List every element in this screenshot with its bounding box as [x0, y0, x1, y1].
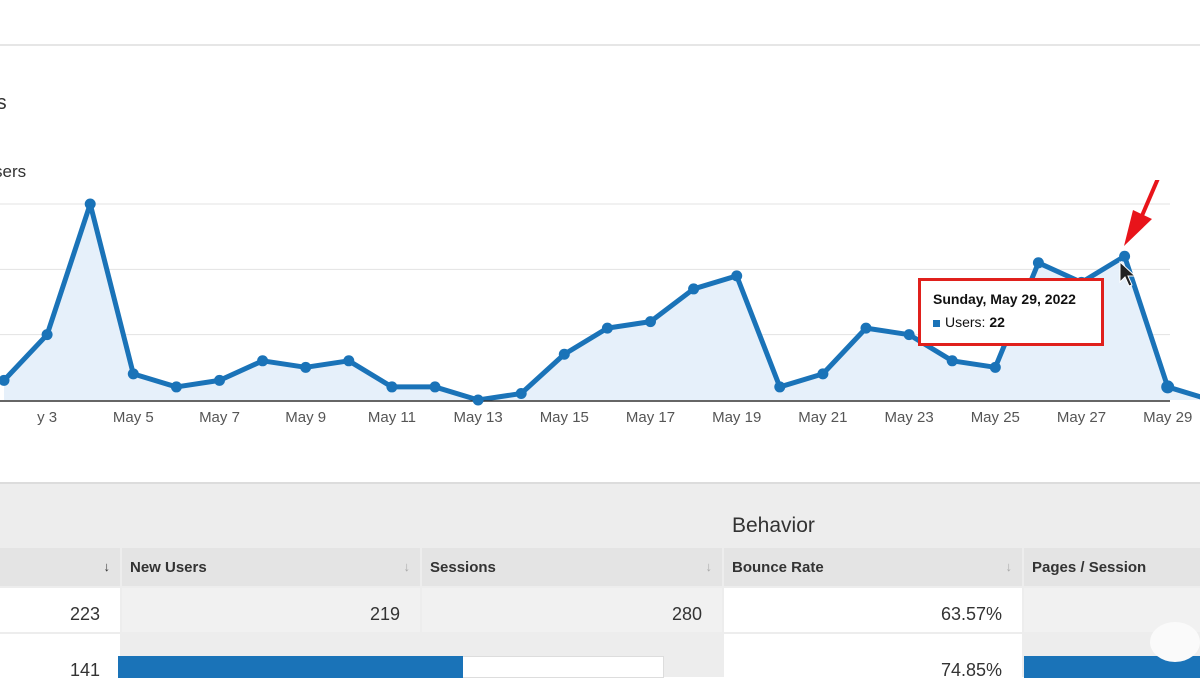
column-header-label: Bounce Rate	[732, 559, 824, 576]
row-users-cell: 141	[0, 634, 120, 680]
series-swatch-icon	[933, 319, 940, 327]
x-tick-label: y 3	[37, 409, 57, 426]
x-tick-label: May 17	[626, 409, 675, 426]
data-point-may-10[interactable]	[343, 355, 355, 367]
data-point-may-26[interactable]	[1032, 257, 1044, 269]
data-point-may-3[interactable]	[41, 329, 53, 341]
tooltip-metric-label: Users:	[945, 314, 986, 330]
sort-icon[interactable]: ↓	[1005, 559, 1013, 574]
x-tick-label: May 21	[798, 409, 847, 426]
x-tick-label: May 11	[368, 409, 416, 426]
data-point-may-13[interactable]	[472, 394, 484, 406]
x-tick-label: May 7	[199, 409, 240, 426]
x-tick-label: May 25	[971, 409, 1020, 426]
total-sessions-cell: 280	[422, 588, 722, 632]
top-bar	[0, 0, 1200, 46]
total-users-cell: 223	[0, 588, 120, 632]
data-point-may-4[interactable]	[84, 198, 96, 210]
x-tick-label: May 5	[113, 409, 154, 426]
column-header-users[interactable]: ↓	[0, 548, 120, 586]
total-bounce-rate-cell: 63.57%	[724, 588, 1022, 632]
data-point-may-11[interactable]	[386, 381, 398, 393]
mouse-cursor-icon	[1119, 260, 1137, 287]
x-tick-label: May 23	[884, 409, 933, 426]
data-point-may-14[interactable]	[515, 387, 527, 399]
image-smudge	[1150, 622, 1200, 662]
column-header-label: New Users	[130, 559, 207, 576]
column-header-label: Pages / Session	[1032, 559, 1147, 576]
data-point-may-5[interactable]	[127, 368, 139, 380]
x-tick-label: May 15	[540, 409, 589, 426]
data-points	[0, 198, 1175, 406]
data-point-may-7[interactable]	[214, 374, 225, 386]
x-tick-label: May 27	[1057, 409, 1106, 426]
x-tick-label: May 29	[1143, 409, 1192, 426]
data-point-may-25[interactable]	[989, 361, 1001, 373]
row-bounce-rate-cell: 74.85%	[724, 634, 1022, 680]
new-users-bar	[118, 656, 463, 678]
x-tick-label: May 13	[453, 409, 502, 426]
data-point-may-24[interactable]	[946, 355, 958, 367]
behavior-group-header: Behavior	[732, 514, 815, 537]
data-point-may-21[interactable]	[817, 368, 829, 380]
users-area-fill	[4, 204, 1200, 400]
data-point-may-2[interactable]	[0, 374, 10, 386]
x-tick-labels: y 3 May 5 May 7 May 9 May 11 May 13 May 15 May …	[37, 409, 1192, 426]
tooltip-metric-value: 22	[989, 314, 1005, 330]
data-point-may-12[interactable]	[429, 381, 441, 393]
chart-tooltip: Sunday, May 29, 2022 Users: 22	[918, 278, 1104, 346]
column-header-bounce-rate[interactable]: Bounce Rate ↓	[724, 548, 1022, 586]
data-point-may-16[interactable]	[601, 322, 613, 334]
data-point-may-15[interactable]	[558, 348, 570, 360]
column-header-pages-session[interactable]: Pages / Session	[1024, 548, 1200, 586]
total-new-users-cell: 219	[122, 588, 420, 632]
series-label-fragment: sers	[0, 162, 27, 181]
tooltip-row: Users: 22	[933, 314, 1101, 330]
sort-icon[interactable]: ↓	[705, 559, 713, 574]
data-point-may-20[interactable]	[774, 381, 786, 393]
column-header-new-users[interactable]: New Users ↓	[122, 548, 420, 586]
data-point-may-19[interactable]	[731, 270, 743, 282]
data-point-may-23[interactable]	[903, 329, 915, 341]
pages-session-bar	[1024, 656, 1200, 678]
x-tick-label: May 19	[712, 409, 761, 426]
data-point-may-29[interactable]	[1161, 380, 1175, 394]
data-point-may-9[interactable]	[300, 361, 312, 373]
x-tick-label: May 9	[285, 409, 326, 426]
data-point-may-8[interactable]	[257, 355, 269, 367]
data-point-may-28[interactable]	[1119, 250, 1131, 262]
sort-icon[interactable]: ↓	[403, 559, 411, 574]
data-point-may-22[interactable]	[860, 322, 872, 334]
tooltip-date: Sunday, May 29, 2022	[933, 291, 1076, 307]
data-point-may-6[interactable]	[170, 381, 182, 393]
chart-title-fragment: rs	[0, 92, 7, 114]
data-point-may-17[interactable]	[645, 316, 656, 328]
red-arrow-icon	[1124, 180, 1160, 246]
column-header-label: Sessions	[430, 559, 496, 576]
sort-desc-icon[interactable]: ↓	[103, 559, 111, 574]
data-point-may-18[interactable]	[688, 283, 700, 295]
column-header-sessions[interactable]: Sessions ↓	[422, 548, 722, 586]
